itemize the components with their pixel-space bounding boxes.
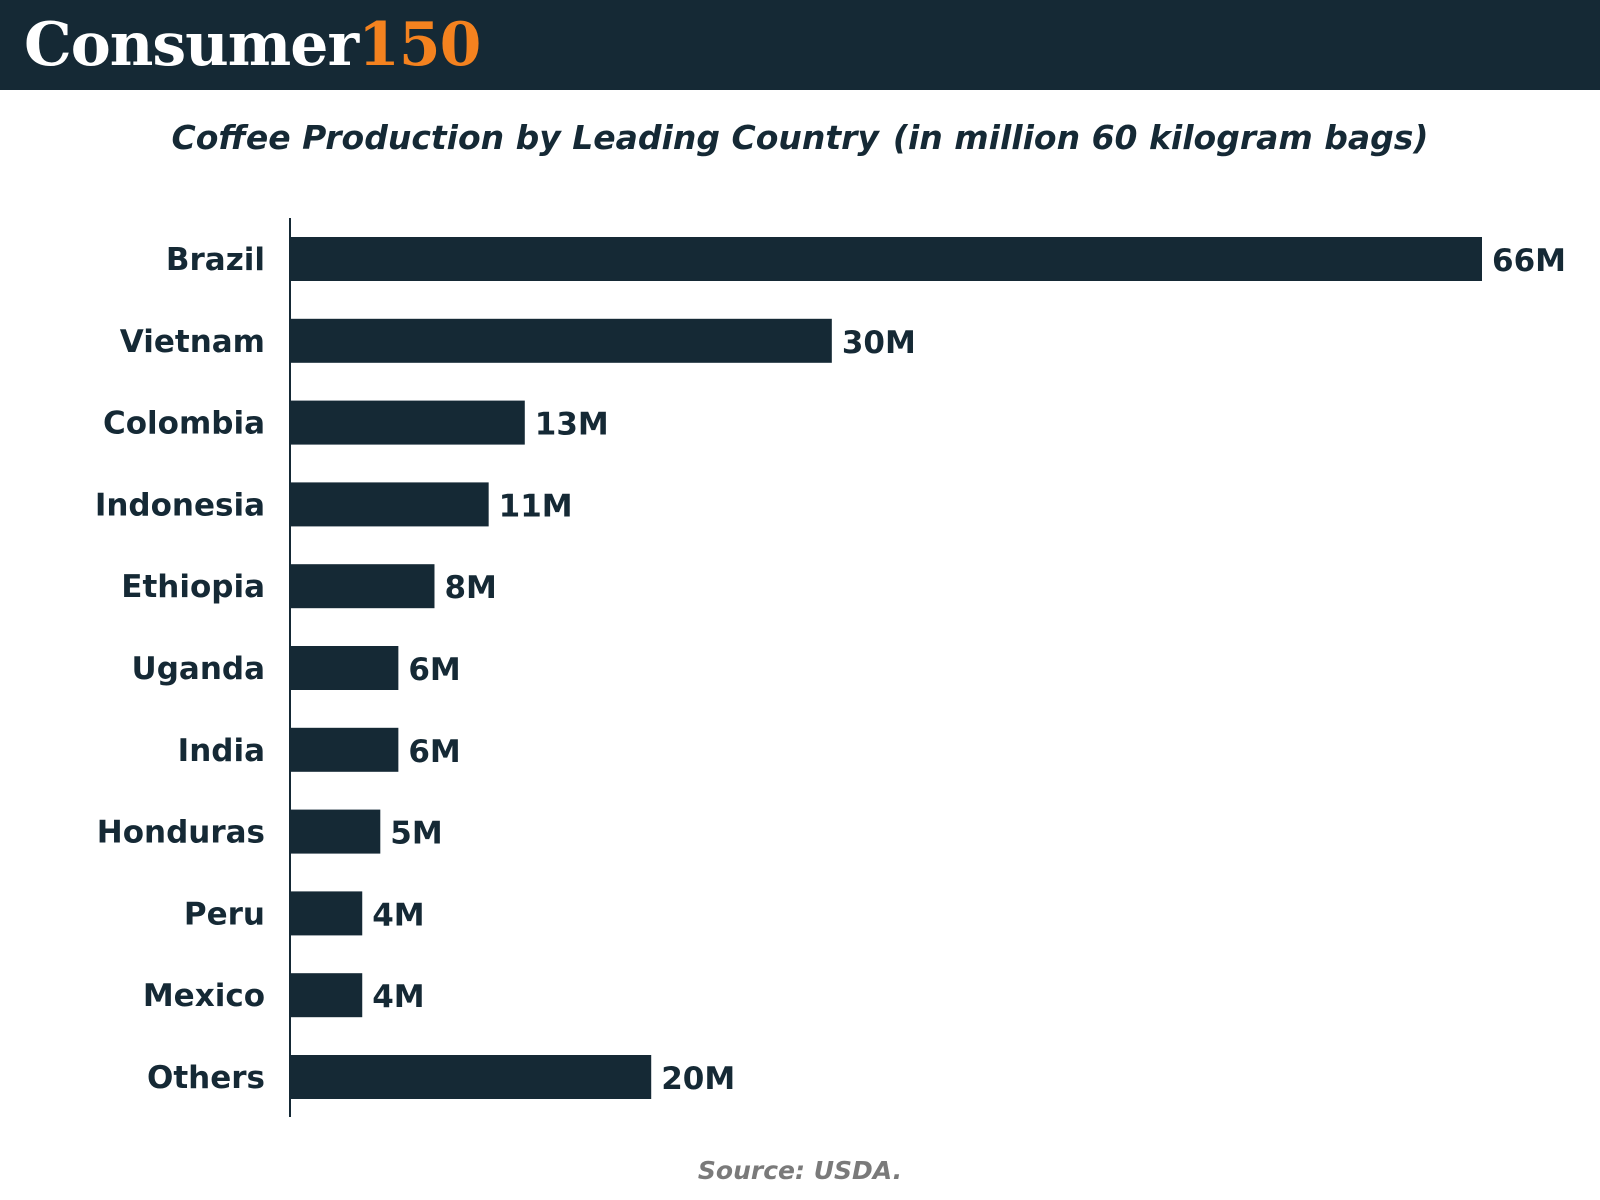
category-label-ethiopia: Ethiopia (121, 569, 265, 605)
bar-brazil (291, 237, 1482, 281)
bar-honduras (291, 809, 381, 854)
value-label-indonesia: 11M (499, 488, 573, 524)
category-label-others: Others (147, 1060, 265, 1096)
category-label-honduras: Honduras (97, 815, 265, 851)
source-note: Source: USDA. (697, 1156, 903, 1185)
bar-india (291, 727, 399, 772)
value-label-honduras: 5M (390, 816, 442, 852)
value-label-mexico: 4M (372, 979, 424, 1015)
value-label-uganda: 6M (408, 652, 460, 688)
category-label-vietnam: Vietnam (120, 324, 265, 360)
value-label-peru: 4M (372, 897, 424, 933)
bar-vietnam (291, 318, 832, 363)
header-bar: Consumer150 (0, 0, 1600, 90)
logo-word: Consumer (24, 10, 359, 80)
value-label-india: 6M (408, 734, 460, 770)
bar-mexico (291, 973, 363, 1018)
bar-indonesia (291, 482, 489, 527)
category-label-mexico: Mexico (143, 978, 265, 1014)
chart-title: Coffee Production by Leading Country (171, 118, 879, 157)
brand-logo[interactable]: Consumer150 (24, 8, 481, 82)
bar-colombia (291, 400, 525, 445)
value-label-brazil: 66M (1492, 243, 1566, 279)
bar-others (291, 1055, 652, 1099)
chart-subtitle: (in million 60 kilogram bags) (892, 118, 1429, 157)
category-label-peru: Peru (184, 896, 265, 932)
value-label-vietnam: 30M (842, 325, 916, 361)
logo-number: 150 (358, 10, 481, 80)
bar-ethiopia (291, 564, 435, 609)
value-label-colombia: 13M (535, 407, 609, 443)
bar-uganda (291, 646, 399, 690)
category-label-indonesia: Indonesia (95, 487, 265, 523)
bar-peru (291, 891, 363, 936)
category-label-india: India (178, 733, 265, 769)
value-label-ethiopia: 8M (444, 570, 496, 606)
value-label-others: 20M (661, 1061, 735, 1097)
chart-title-row: Coffee Production by Leading Country (in … (0, 118, 1600, 157)
category-label-brazil: Brazil (166, 242, 265, 278)
category-label-uganda: Uganda (132, 651, 265, 687)
category-label-colombia: Colombia (103, 406, 265, 442)
